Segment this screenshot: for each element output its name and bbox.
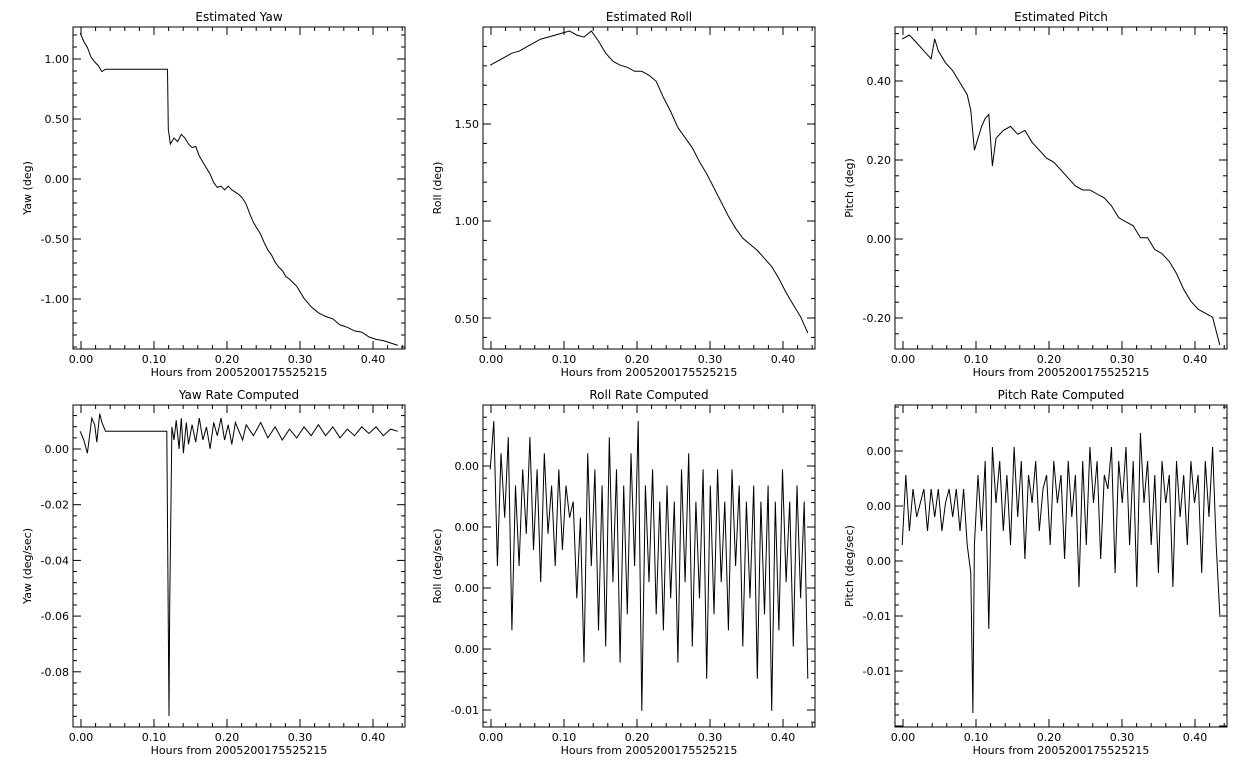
x-tick-label: 0.30 [698,731,723,744]
x-tick-label: 0.00 [479,731,504,744]
x-tick-label: 0.00 [69,353,94,366]
y-tick-label: -0.50 [41,233,69,246]
y-tick-label: 0.00 [867,233,892,246]
series-line [901,432,1221,714]
x-tick-label: 0.20 [625,353,650,366]
x-tick-label: 0.30 [288,731,313,744]
x-tick-label: 0.00 [69,731,94,744]
plot-frame [894,404,1228,728]
x-tick-label: 0.20 [215,731,240,744]
y-tick-label: 0.00 [867,555,892,568]
chart-title: Roll Rate Computed [589,388,708,402]
x-tick-label: 0.40 [361,731,386,744]
x-tick-label: 0.10 [142,731,167,744]
y-tick-label: 1.50 [455,118,480,131]
x-tick-label: 0.40 [771,353,796,366]
y-tick-label: -0.01 [451,704,479,717]
y-tick-label: 0.00 [455,460,480,473]
plot-frame [482,404,816,728]
y-tick-label: 0.50 [455,313,480,326]
x-axis-label: Hours from 2005200175525215 [151,366,328,379]
x-tick-label: 0.00 [479,353,504,366]
x-tick-label: 0.20 [215,353,240,366]
y-axis-label: Yaw (deg) [21,161,34,216]
y-tick-label: 0.00 [455,521,480,534]
chart-panel-pitch: Estimated Pitch 0.00 0.10 0.20 0.30 0.40 0.40 0… [843,10,1228,379]
x-tick-label: 0.30 [1110,353,1135,366]
y-tick-label: -0.06 [41,610,69,623]
y-tick-label: 1.00 [455,215,480,228]
y-tick-label: -1.00 [41,293,69,306]
plot-frame [482,26,816,350]
chart-title: Estimated Yaw [195,10,282,24]
chart-panel-pitchrate: Pitch Rate Computed 0.00 0.10 0.20 0.30 0.40 0… [843,388,1228,757]
x-axis-label: Hours from 2005200175525215 [561,744,738,757]
y-tick-label: 1.00 [45,53,70,66]
chart-title: Estimated Roll [606,10,692,24]
y-tick-label: -0.20 [863,312,891,325]
x-tick-label: 0.30 [698,353,723,366]
chart-panel-rollrate: Roll Rate Computed 0.00 0.10 0.20 0.30 0.40 0.… [431,388,816,757]
series-line [489,30,809,334]
x-tick-label: 0.10 [964,731,989,744]
y-tick-label: 0.20 [867,154,892,167]
x-tick-label: 0.40 [771,731,796,744]
x-axis-label: Hours from 2005200175525215 [151,744,328,757]
y-tick-label: 0.00 [867,500,892,513]
y-axis-label: Roll (deg) [431,162,444,215]
series-line [901,34,1221,346]
plot-frame [894,26,1228,350]
x-axis-label: Hours from 2005200175525215 [973,744,1150,757]
x-tick-label: 0.10 [552,731,577,744]
chart-title: Yaw Rate Computed [178,388,299,402]
x-tick-label: 0.10 [142,353,167,366]
x-tick-label: 0.20 [625,731,650,744]
x-tick-label: 0.30 [288,353,313,366]
plot-frame [72,26,406,350]
x-tick-label: 0.40 [1183,353,1208,366]
x-tick-label: 0.10 [552,353,577,366]
x-tick-label: 0.00 [891,353,916,366]
y-tick-label: -0.01 [863,665,891,678]
chart-title: Estimated Pitch [1014,10,1108,24]
y-axis-label: Yaw (deg/sec) [21,528,34,605]
x-tick-label: 0.40 [361,353,386,366]
plot-frame [72,404,406,728]
chart-panel-yawrate: Yaw Rate Computed 0.00 0.10 0.20 0.30 0.40 0.0… [21,388,406,757]
x-tick-label: 0.20 [1037,731,1062,744]
y-tick-label: 0.00 [455,643,480,656]
y-tick-label: 0.40 [867,75,892,88]
y-tick-label: 0.50 [45,113,70,126]
y-axis-label: Pitch (deg/sec) [843,525,856,607]
y-tick-label: -0.01 [863,610,891,623]
x-tick-label: 0.30 [1110,731,1135,744]
chart-title: Pitch Rate Computed [998,388,1125,402]
x-tick-label: 0.10 [964,353,989,366]
y-tick-label: 0.00 [455,582,480,595]
y-tick-label: -0.04 [41,554,69,567]
y-tick-label: 0.00 [45,173,70,186]
x-axis-label: Hours from 2005200175525215 [561,366,738,379]
x-tick-label: 0.40 [1183,731,1208,744]
series-line [489,421,809,711]
x-tick-label: 0.00 [891,731,916,744]
y-tick-label: -0.08 [41,666,69,679]
x-tick-label: 0.20 [1037,353,1062,366]
chart-panel-yaw: Estimated Yaw 0.00 0.10 0.20 0.30 0.40 1.00 0.5… [21,10,406,379]
chart-panel-roll: Estimated Roll 0.00 0.10 0.20 0.30 0.40 1.50 1.… [431,10,816,379]
series-line [79,413,398,717]
y-tick-label: -0.02 [41,499,69,512]
y-axis-label: Roll (deg/sec) [431,528,444,603]
y-axis-label: Pitch (deg) [843,158,856,218]
series-line [79,32,398,346]
y-tick-label: 0.00 [867,445,892,458]
y-tick-label: 0.00 [45,443,70,456]
x-axis-label: Hours from 2005200175525215 [973,366,1150,379]
